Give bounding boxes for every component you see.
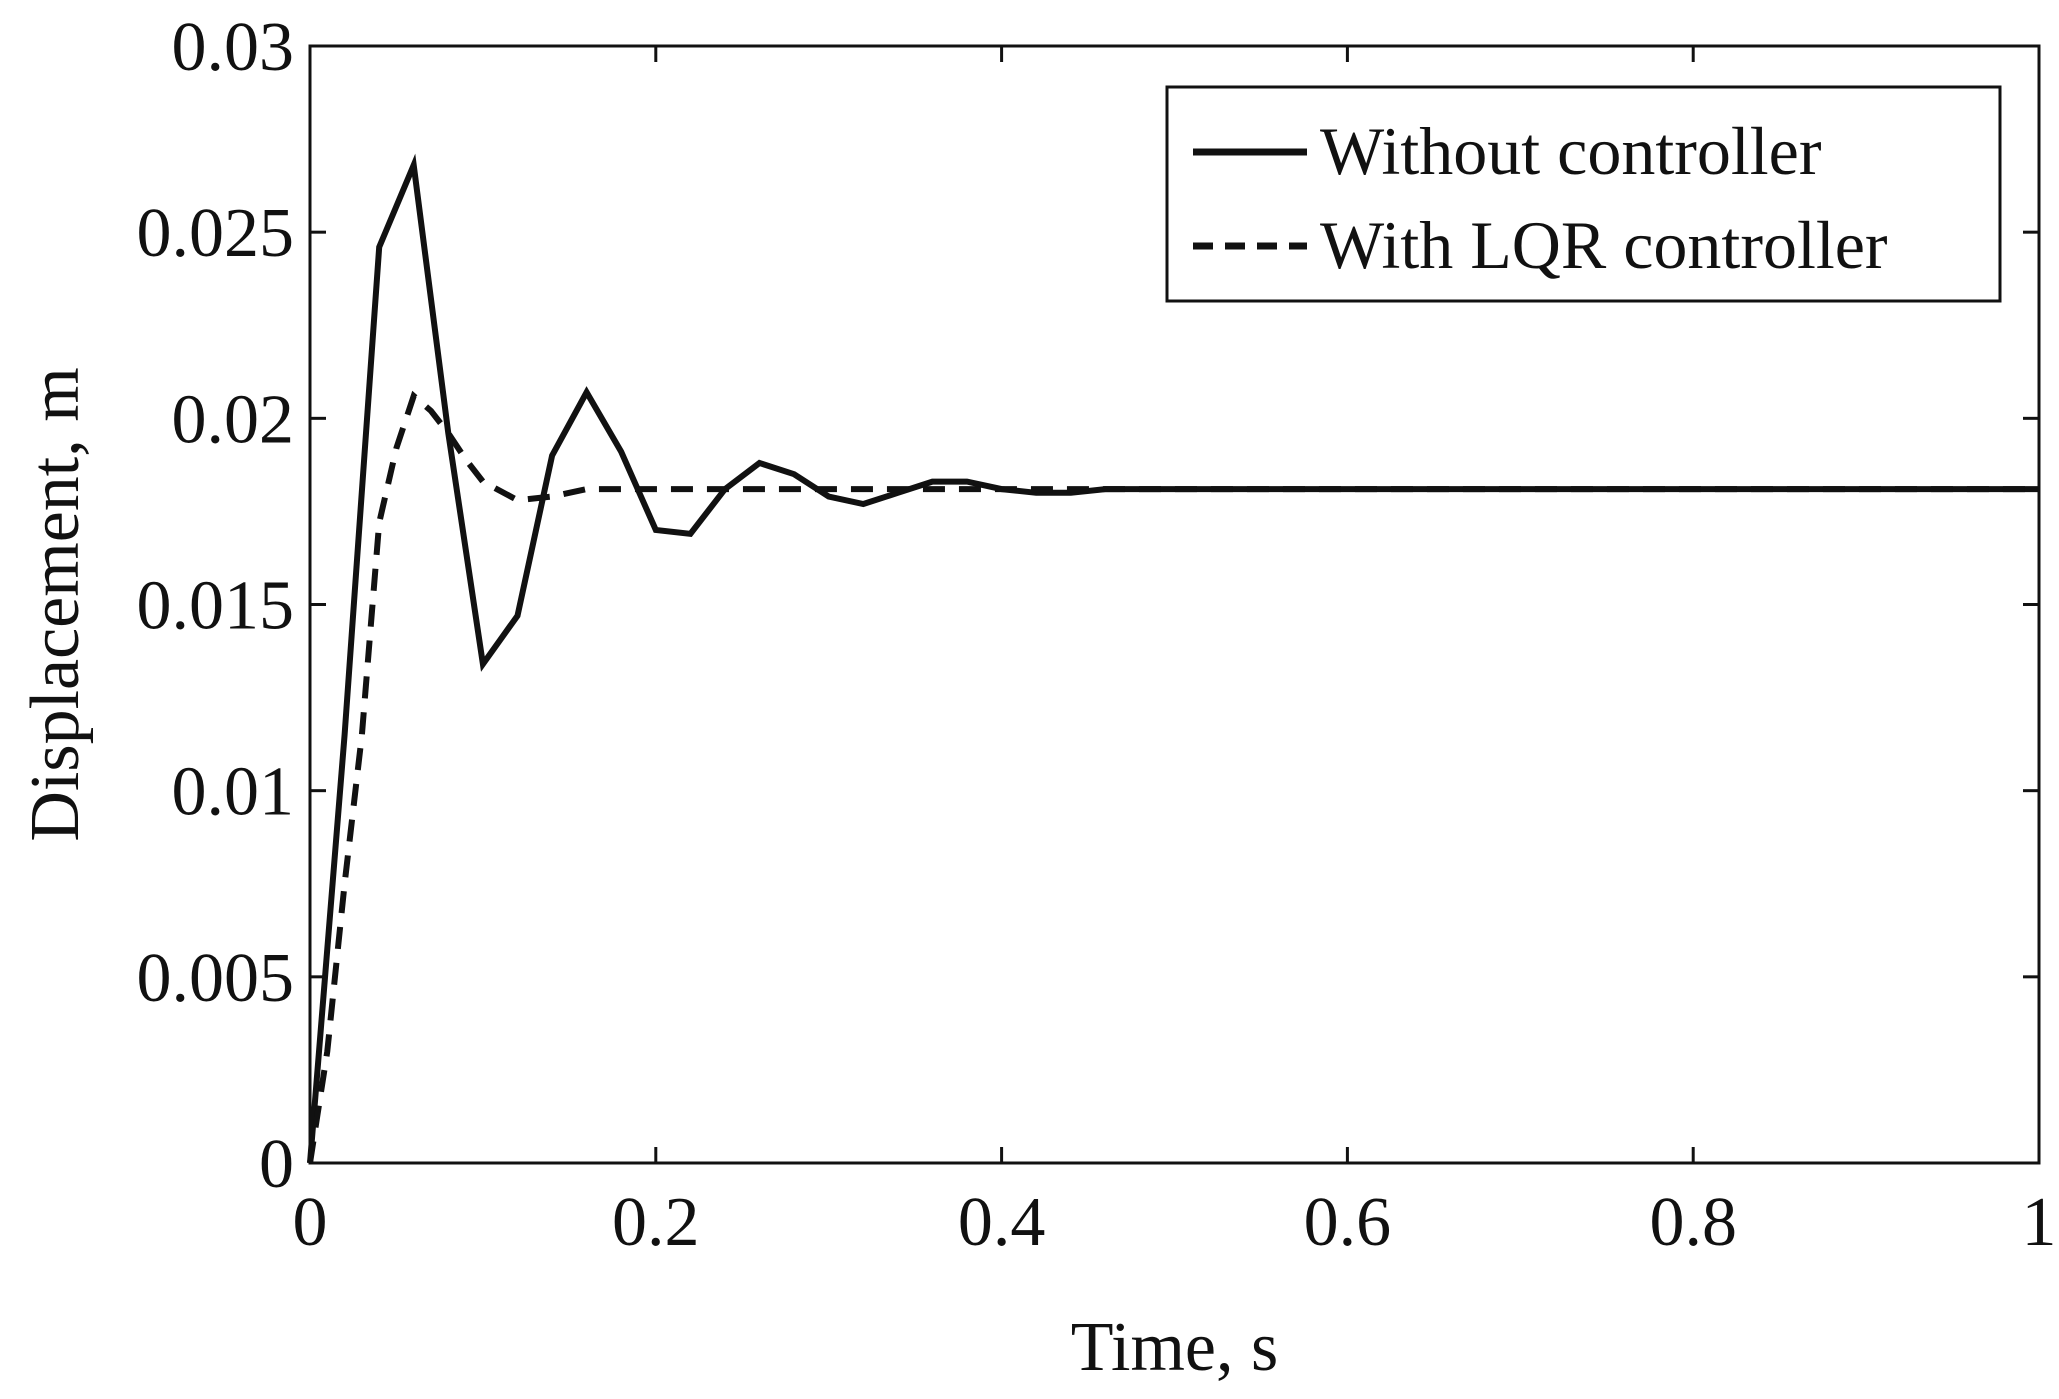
series-line-without-controller [307, 153, 2039, 1164]
y-tick-label: 0.02 [172, 381, 295, 458]
legend: Without controller With LQR controller [1165, 85, 2002, 303]
y-tick-label: 0.03 [172, 9, 295, 86]
y-tick-label: 0 [259, 1126, 294, 1203]
x-axis-label: Time, s [1071, 1309, 1279, 1386]
x-tick-label: 0.8 [1649, 1184, 1737, 1261]
y-tick-label: 0.015 [137, 568, 295, 645]
legend-box [1165, 85, 2002, 303]
legend-label-with-lqr-controller: With LQR controller [1320, 207, 1888, 283]
y-tick-label: 0.025 [137, 195, 295, 272]
legend-label-without-controller: Without controller [1320, 113, 1822, 189]
ticks-layer [308, 44, 2041, 1165]
y-tick-label: 0.005 [137, 940, 295, 1017]
y-axis-label: Displacement, m [17, 367, 94, 841]
tick-labels-layer: 0 0.2 0.4 0.6 0.8 1 0 0.005 0.01 0.015 0.02 0.025 0.… [137, 9, 2057, 1261]
x-tick-label: 0.4 [958, 1184, 1046, 1261]
x-tick-label: 0.6 [1304, 1184, 1392, 1261]
x-tick-label: 0.2 [612, 1184, 700, 1261]
x-tick-label: 1 [2022, 1184, 2057, 1261]
series-layer [307, 153, 2039, 1164]
x-tick-label: 0 [293, 1184, 328, 1261]
y-tick-label: 0.01 [172, 754, 295, 831]
